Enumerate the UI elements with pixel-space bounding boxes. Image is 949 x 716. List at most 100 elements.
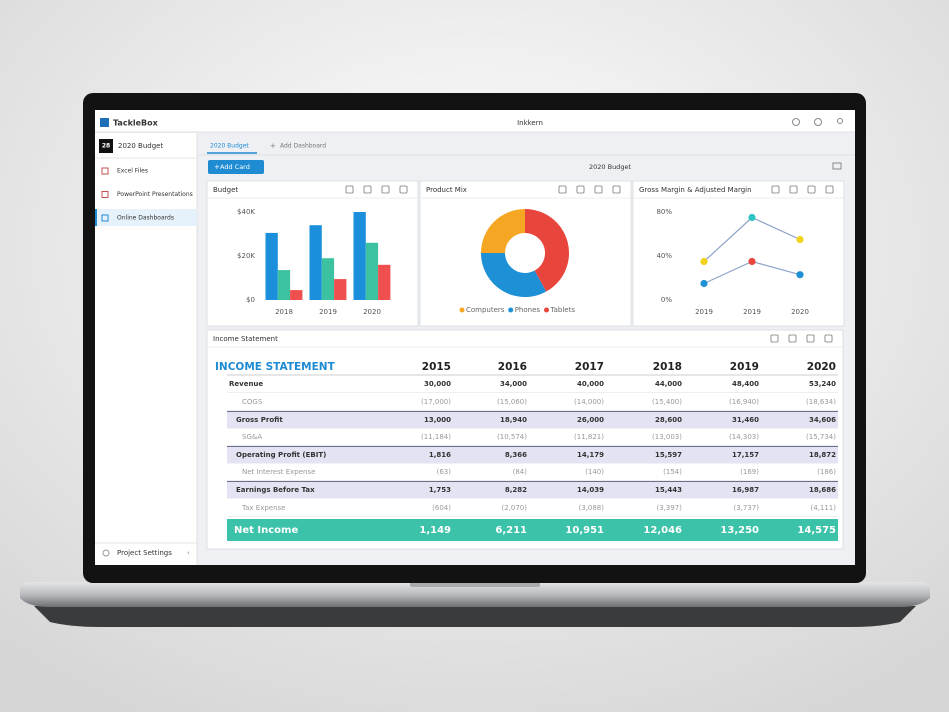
cell: 31,460 (732, 416, 759, 424)
cell: 14,039 (577, 486, 604, 494)
card-action[interactable] (771, 185, 780, 194)
cell: 6,211 (495, 525, 527, 536)
card-action[interactable] (363, 185, 372, 194)
tab-plus: + (270, 142, 276, 150)
present-icon[interactable] (832, 162, 842, 170)
donut-slice (481, 209, 525, 253)
nav-item[interactable]: Excel Files (117, 168, 148, 175)
donut-slice (481, 253, 547, 298)
row-band (227, 411, 838, 429)
card-action[interactable] (825, 185, 834, 194)
logo (100, 118, 109, 127)
card (419, 180, 632, 327)
nav-item[interactable]: PowerPoint Presentations (117, 191, 193, 198)
cell: 12,046 (643, 525, 682, 536)
cell: 13,000 (424, 416, 451, 424)
y-tick-label: $20K (237, 252, 255, 260)
card-action[interactable] (788, 334, 797, 343)
x-tick-label: 2018 (275, 308, 293, 316)
sidebar (95, 133, 197, 565)
legend-label: Phones (515, 306, 541, 314)
cell: 28,600 (655, 416, 682, 424)
legend-swatch (544, 307, 549, 313)
bar (265, 232, 278, 300)
tab[interactable]: Add Dashboard (280, 143, 326, 150)
card-action[interactable] (770, 334, 779, 343)
card-action[interactable] (789, 185, 798, 194)
cell: (154) (663, 468, 682, 476)
card-action[interactable] (576, 185, 585, 194)
card-action[interactable] (594, 185, 603, 194)
cell: (14,000) (574, 398, 604, 406)
card-action[interactable] (558, 185, 567, 194)
cell: (604) (432, 504, 451, 512)
cell: (14,303) (729, 433, 759, 441)
cell: 8,366 (505, 451, 527, 459)
point (748, 213, 756, 222)
cell: 17,157 (732, 451, 759, 459)
card-action[interactable] (381, 185, 390, 194)
bar (321, 258, 335, 300)
cell: 30,000 (424, 380, 451, 388)
card-action[interactable] (806, 334, 815, 343)
column-header: 2015 (422, 361, 451, 373)
card-action[interactable] (824, 334, 833, 343)
cell: 8,282 (505, 486, 527, 494)
row-label: COGS (242, 398, 263, 406)
bar (365, 242, 379, 300)
card-action[interactable] (612, 185, 621, 194)
card-action[interactable] (399, 185, 408, 194)
add-card-button[interactable] (208, 160, 264, 174)
collapse-icon[interactable]: ‹ (187, 549, 190, 557)
nav-item[interactable]: Online Dashboards (117, 215, 174, 222)
row-label: Revenue (229, 380, 263, 388)
row-band (227, 446, 838, 464)
point (700, 279, 708, 288)
cell: (3,088) (578, 504, 604, 512)
cell: 14,575 (797, 525, 836, 536)
tab[interactable]: 2020 Budget (210, 143, 249, 150)
settings-icon[interactable] (102, 549, 110, 557)
cell: 26,000 (577, 416, 604, 424)
row-label: Tax Expense (241, 504, 285, 512)
user-icon[interactable] (837, 118, 843, 124)
column-header: 2020 (807, 361, 836, 373)
cell: 18,686 (809, 486, 836, 494)
cell: (186) (817, 468, 836, 476)
row-band (227, 481, 838, 499)
dashboard-title: 2020 Budget (589, 163, 631, 171)
cell: 18,872 (809, 451, 836, 459)
add-card-label[interactable]: Add Card (220, 163, 250, 171)
nav-icon (101, 191, 109, 198)
card-title: Product Mix (426, 186, 467, 194)
card-action[interactable] (345, 185, 354, 194)
column-header: 2016 (498, 361, 527, 373)
project-badge-bg (99, 139, 113, 153)
brand: TackleBox (113, 119, 159, 128)
help-icon[interactable] (792, 118, 800, 126)
cell: (17,000) (421, 398, 451, 406)
nav-active-bg (95, 209, 197, 226)
cell: 15,597 (655, 451, 682, 459)
top-bar (95, 110, 855, 132)
card-title: Budget (213, 186, 238, 194)
workspace[interactable]: Inkkern (517, 119, 543, 127)
settings-icon[interactable] (814, 118, 822, 126)
project-settings[interactable]: Project Settings (117, 549, 172, 557)
card-action[interactable] (807, 185, 816, 194)
nav-icon (101, 214, 109, 222)
card-title: Gross Margin & Adjusted Margin (639, 186, 752, 194)
card-title: Income Statement (213, 335, 278, 343)
point (700, 257, 708, 266)
cell: (11,821) (574, 433, 604, 441)
project-name[interactable]: 2020 Budget (118, 142, 163, 150)
column-header: 2019 (730, 361, 759, 373)
cell: 1,149 (419, 525, 451, 536)
laptop-underside (34, 606, 916, 627)
bar (277, 270, 291, 300)
x-tick-label: 2019 (695, 308, 713, 316)
bar (309, 225, 322, 300)
laptop-notch (410, 582, 540, 587)
point (796, 271, 804, 279)
